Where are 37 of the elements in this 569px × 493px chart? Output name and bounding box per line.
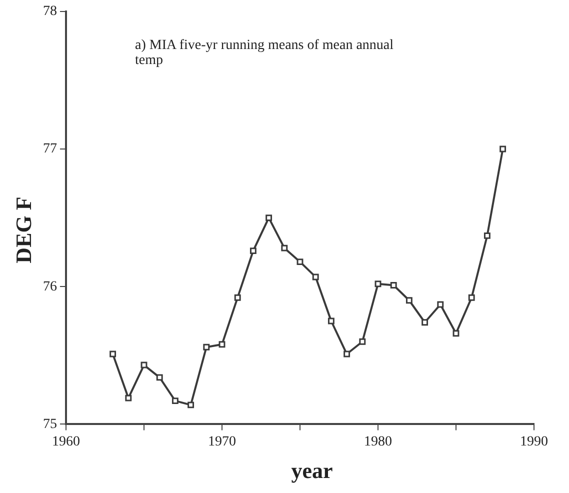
point [344, 350, 350, 358]
y-axis-title: DEG F [11, 196, 37, 266]
point [250, 248, 256, 254]
point [203, 344, 210, 350]
point [156, 374, 163, 381]
point [110, 350, 116, 358]
point [312, 274, 319, 280]
point [500, 146, 506, 152]
point [359, 338, 366, 345]
point [125, 394, 132, 402]
point [296, 258, 304, 266]
y-tick-label: 76 [43, 279, 57, 294]
x-tick-label: 1970 [208, 434, 236, 450]
point [390, 282, 397, 288]
point [328, 318, 334, 324]
point [140, 362, 148, 368]
point [234, 294, 241, 301]
point [172, 398, 178, 404]
point [422, 319, 428, 326]
text: a) MIA five-yr running means of mean annual temp [135, 38, 395, 68]
point [188, 402, 194, 408]
x-tick-label: 1980 [364, 434, 392, 450]
point [374, 280, 382, 288]
x-tick-label: 1960 [52, 434, 80, 450]
y-tick-label: 77 [43, 142, 57, 157]
x-axis-title: year [290, 458, 334, 484]
point [468, 294, 475, 301]
y-tick-label: 75 [43, 416, 57, 432]
point [266, 214, 272, 222]
point [452, 330, 460, 337]
point [484, 232, 490, 239]
point [218, 341, 226, 348]
y-tick-label: 78 [43, 4, 57, 20]
x-tick-label: 1990 [520, 434, 548, 450]
point [406, 297, 412, 304]
point [437, 301, 444, 308]
point [281, 244, 288, 252]
